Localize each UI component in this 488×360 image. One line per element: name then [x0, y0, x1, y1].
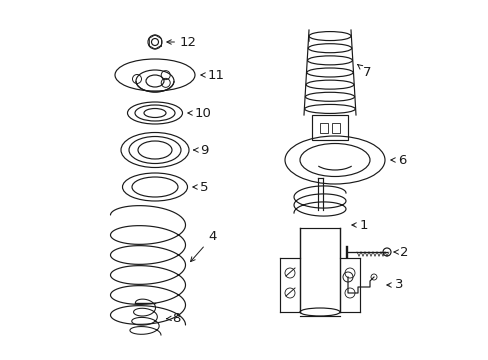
Text: 8: 8: [166, 311, 180, 324]
Text: 11: 11: [201, 68, 224, 81]
Text: 10: 10: [187, 107, 211, 120]
Bar: [331, 123, 339, 133]
Bar: [319, 123, 327, 133]
Text: 9: 9: [193, 144, 208, 157]
Text: 6: 6: [390, 153, 406, 166]
Text: 12: 12: [166, 36, 197, 49]
Text: 1: 1: [351, 219, 368, 231]
Bar: [311, 115, 347, 140]
Text: 2: 2: [393, 246, 407, 258]
Text: 3: 3: [386, 279, 403, 292]
Text: 7: 7: [357, 64, 371, 78]
Text: 4: 4: [190, 230, 216, 262]
Text: 5: 5: [192, 180, 208, 194]
